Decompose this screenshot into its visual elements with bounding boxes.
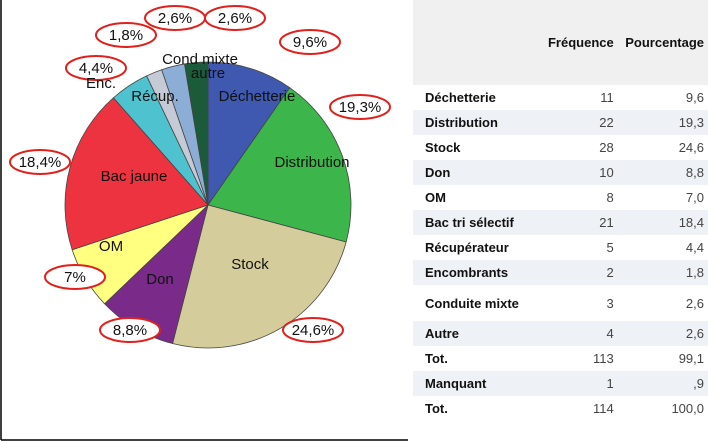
slice-label: Cond mixte bbox=[162, 51, 238, 68]
table-row: Distribution 22 19,3 bbox=[413, 110, 708, 135]
value-label-ring bbox=[9, 149, 71, 175]
number-cell: 1 bbox=[541, 371, 618, 396]
value-label-ring bbox=[95, 22, 157, 48]
slice-label: OM bbox=[99, 238, 123, 255]
frequency-table: Fréquence Pourcentage Déchetterie 11 9,6 Dist… bbox=[413, 0, 708, 421]
table-row: Tot. 114 100,0 bbox=[413, 396, 708, 421]
value-label: 2,6% bbox=[218, 10, 252, 27]
slice-label: Enc. bbox=[86, 75, 116, 92]
value-label: 7% bbox=[64, 269, 86, 286]
value-label-ring bbox=[329, 94, 391, 120]
value-label: 9,6% bbox=[293, 34, 327, 51]
number-cell: 19,3 bbox=[617, 110, 708, 135]
pie-slice bbox=[184, 61, 209, 206]
number-cell: ,9 bbox=[617, 371, 708, 396]
table-row: Conduite mixte 3 2,6 bbox=[413, 285, 708, 321]
value-label: 24,6% bbox=[292, 322, 335, 339]
pie-slice bbox=[172, 204, 347, 349]
value-label-ring bbox=[99, 317, 161, 343]
number-cell: 113 bbox=[541, 346, 618, 371]
chart: Déchetterie 9,6% Distribution 19,3% Stock 24,… bbox=[0, 0, 408, 441]
number-cell: 2,6 bbox=[617, 285, 708, 321]
row-label: Don bbox=[413, 160, 541, 185]
row-label: Encombrants bbox=[413, 260, 541, 285]
slice-label: Stock bbox=[231, 256, 269, 273]
number-cell: 4,4 bbox=[617, 235, 708, 260]
row-label: Autre bbox=[413, 321, 541, 346]
value-label: 8,8% bbox=[113, 322, 147, 339]
value-label: 2,6% bbox=[158, 10, 192, 27]
number-cell: 2,6 bbox=[617, 321, 708, 346]
table-row: Tot. 113 99,1 bbox=[413, 346, 708, 371]
row-label: Tot. bbox=[413, 346, 541, 371]
value-label: 18,4% bbox=[19, 154, 62, 171]
number-cell: 4 bbox=[541, 321, 618, 346]
row-label: Déchetterie bbox=[413, 85, 541, 110]
row-label: Conduite mixte bbox=[413, 285, 541, 321]
value-label-ring bbox=[44, 264, 106, 290]
table-row: Stock 28 24,6 bbox=[413, 135, 708, 160]
number-cell: 7,0 bbox=[617, 185, 708, 210]
table-row: Don 10 8,8 bbox=[413, 160, 708, 185]
value-label-ring bbox=[204, 5, 266, 31]
number-cell: 2 bbox=[541, 260, 618, 285]
value-label-ring bbox=[65, 55, 127, 81]
slice-label: autre bbox=[191, 65, 225, 82]
number-cell: 24,6 bbox=[617, 135, 708, 160]
column-header: Pourcentage bbox=[617, 0, 708, 85]
number-cell: 114 bbox=[541, 396, 618, 421]
slice-label: Distribution bbox=[274, 154, 349, 171]
table-row: Encombrants 2 1,8 bbox=[413, 260, 708, 285]
pie-slice bbox=[207, 87, 352, 243]
number-cell: 1,8 bbox=[617, 260, 708, 285]
table-row: Autre 4 2,6 bbox=[413, 321, 708, 346]
value-label: 4,4% bbox=[79, 60, 113, 77]
value-label: 1,8% bbox=[109, 27, 143, 44]
number-cell: 100,0 bbox=[617, 396, 708, 421]
table-row: OM 8 7,0 bbox=[413, 185, 708, 210]
number-cell: 3 bbox=[541, 285, 618, 321]
number-cell: 10 bbox=[541, 160, 618, 185]
number-cell: 99,1 bbox=[617, 346, 708, 371]
number-cell: 28 bbox=[541, 135, 618, 160]
value-label-ring bbox=[282, 317, 344, 343]
table-row: Déchetterie 11 9,6 bbox=[413, 85, 708, 110]
value-label: 19,3% bbox=[339, 99, 382, 116]
number-cell: 18,4 bbox=[617, 210, 708, 235]
number-cell: 8,8 bbox=[617, 160, 708, 185]
number-cell: 22 bbox=[541, 110, 618, 135]
row-label: OM bbox=[413, 185, 541, 210]
column-header: Fréquence bbox=[541, 0, 618, 85]
slice-label: Don bbox=[146, 271, 174, 288]
row-label: Tot. bbox=[413, 396, 541, 421]
pie-slice bbox=[207, 61, 291, 207]
value-label-ring bbox=[279, 29, 341, 55]
number-cell: 21 bbox=[541, 210, 618, 235]
pie-slice bbox=[64, 97, 209, 251]
row-label: Stock bbox=[413, 135, 541, 160]
table-row: Manquant 1,9 bbox=[413, 371, 708, 396]
slice-label: Déchetterie bbox=[219, 88, 296, 105]
number-cell: 5 bbox=[541, 235, 618, 260]
corner-cell bbox=[413, 0, 541, 85]
row-label: Manquant bbox=[413, 371, 541, 396]
slice-label: Récup. bbox=[131, 88, 179, 105]
number-cell: 8 bbox=[541, 185, 618, 210]
table-row: Bac tri sélectif 21 18,4 bbox=[413, 210, 708, 235]
row-label: Bac tri sélectif bbox=[413, 210, 541, 235]
row-label: Distribution bbox=[413, 110, 541, 135]
row-label: Récupérateur bbox=[413, 235, 541, 260]
number-cell: 9,6 bbox=[617, 85, 708, 110]
number-cell: 11 bbox=[541, 85, 618, 110]
slice-label: Bac jaune bbox=[101, 168, 168, 185]
header-row: Fréquence Pourcentage bbox=[413, 0, 708, 85]
table-row: Récupérateur 5 4,4 bbox=[413, 235, 708, 260]
